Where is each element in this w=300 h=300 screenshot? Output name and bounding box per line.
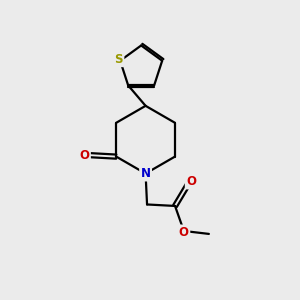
Text: O: O	[80, 149, 89, 162]
Text: S: S	[114, 53, 123, 66]
Text: O: O	[186, 175, 196, 188]
Text: N: N	[141, 167, 151, 180]
Text: O: O	[179, 226, 189, 239]
